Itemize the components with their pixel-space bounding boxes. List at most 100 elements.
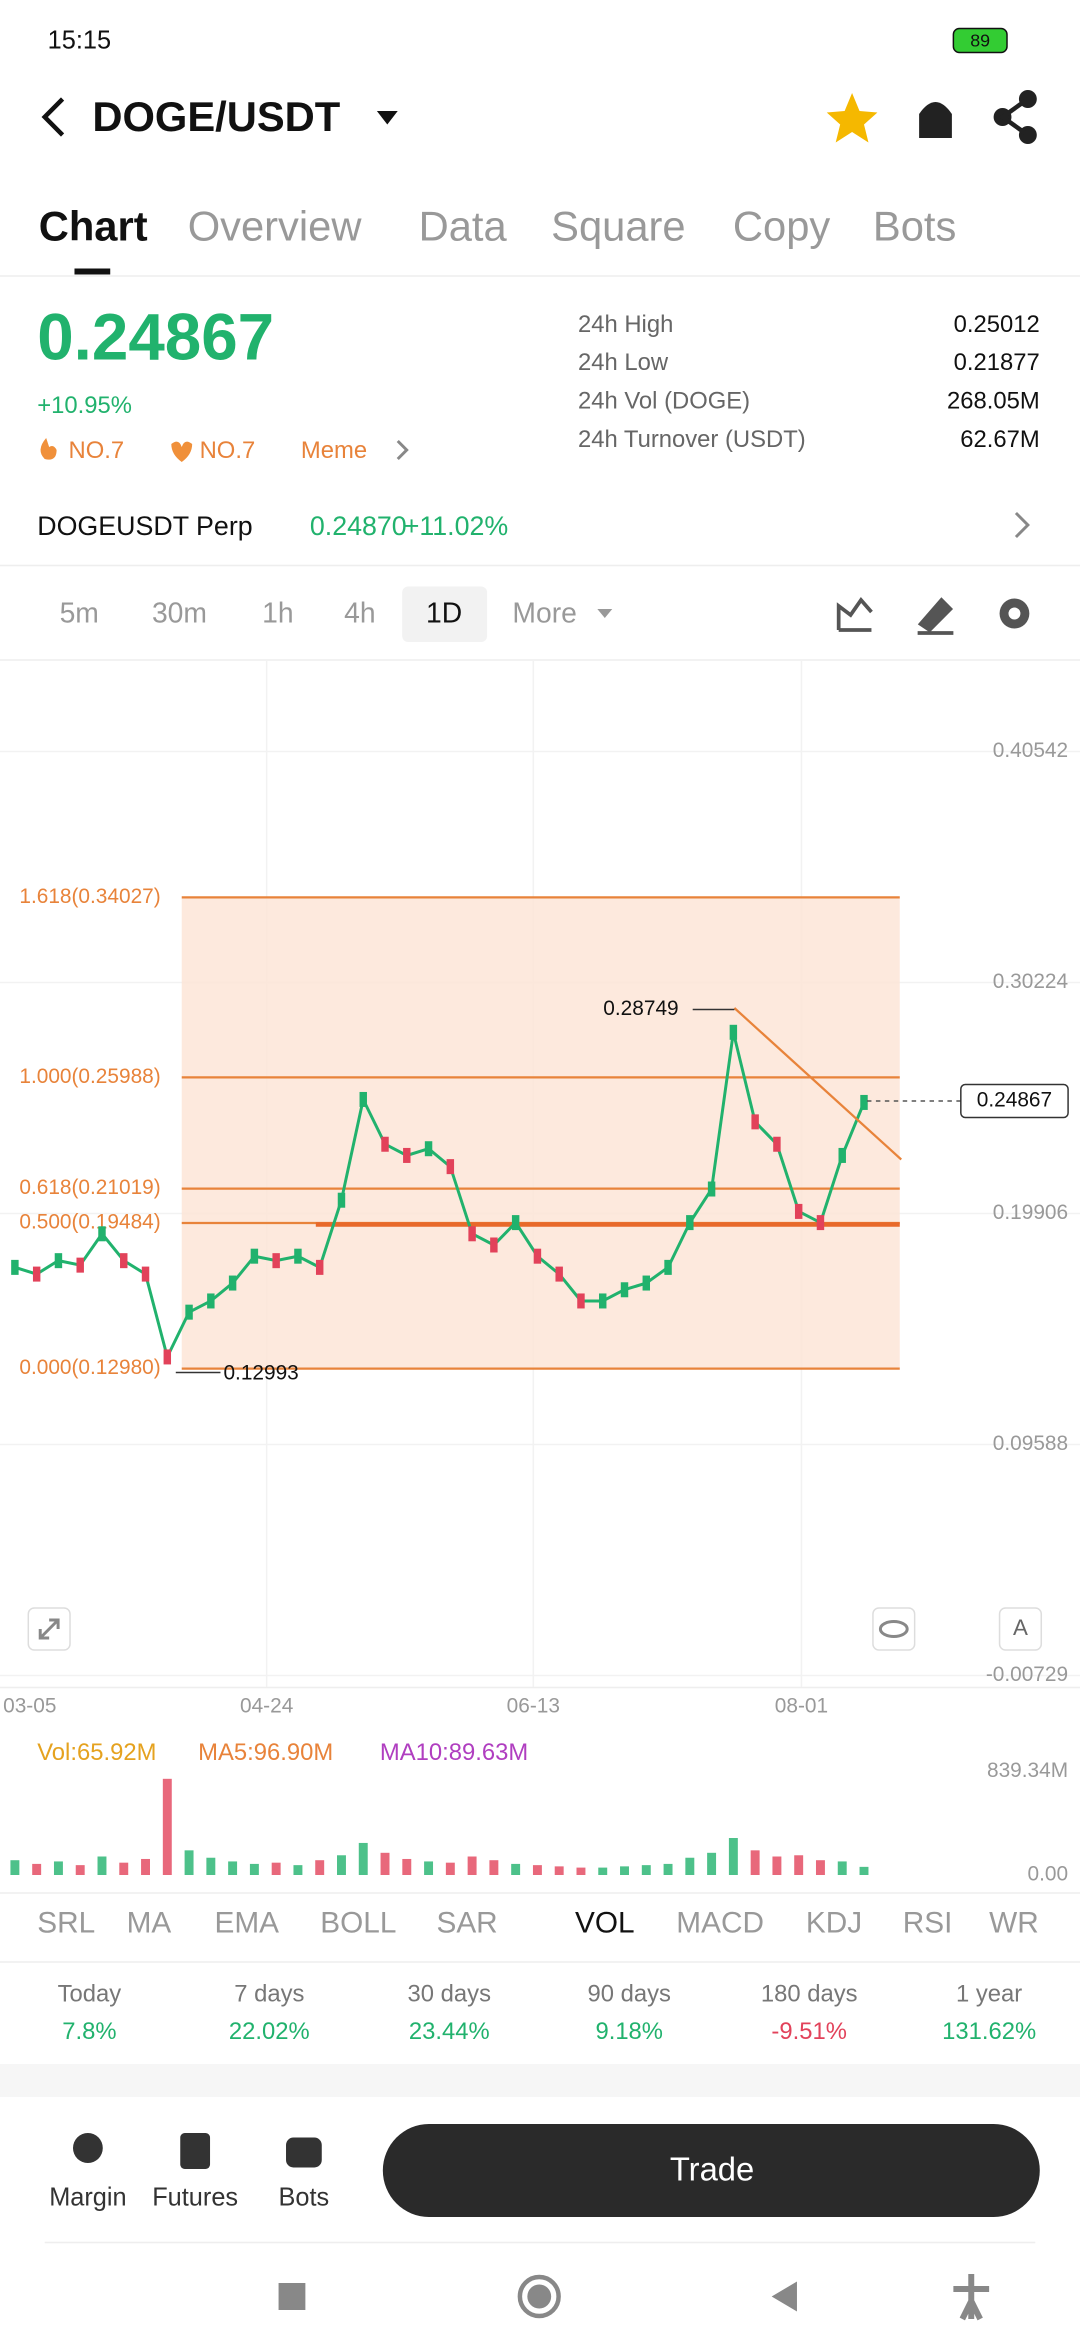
indicator-tab[interactable]: RSI [903,1906,953,1939]
y-tick-label: 839.34M [987,1759,1068,1782]
indicator-tab[interactable]: EMA [215,1906,280,1939]
price-line [14,1031,866,1362]
perf-label: 30 days [408,1980,491,2007]
perf-label: 7 days [234,1980,304,2007]
bottom-nav-label[interactable]: Bots [279,2184,330,2212]
price-point [468,1226,476,1242]
interval-selected [402,586,488,642]
price-point [424,1141,433,1157]
tab[interactable]: Chart [39,202,148,249]
price-point [446,1159,455,1175]
current-box [960,1083,1069,1119]
volume-bar [380,1852,390,1875]
indicator-icon[interactable] [836,596,873,632]
indicator-tab[interactable]: KDJ [806,1906,862,1939]
indicator-tab[interactable]: WR [989,1906,1039,1939]
expand-icon [38,1618,60,1640]
stat-value: 268.05M [947,388,1040,415]
pair-dropdown[interactable] [376,111,398,125]
draw-icon[interactable] [917,597,954,635]
tab[interactable]: Data [419,202,508,249]
tab[interactable]: Overview [188,202,363,249]
x-tick-label: 04-24 [240,1694,294,1717]
bottom-nav-label[interactable]: Margin [49,2184,126,2212]
back-button[interactable] [41,97,65,137]
tab[interactable]: Copy [733,202,830,249]
chevron[interactable] [1014,511,1030,539]
perp-name[interactable]: DOGEUSDT Perp [37,511,252,541]
auto-scale-label: A [1013,1615,1028,1640]
more-button[interactable]: More [512,597,576,629]
indicator-tab[interactable]: SRL [37,1906,95,1939]
bottom-nav-label[interactable]: Futures [152,2184,238,2212]
price-point [838,1147,846,1163]
nav-accessibility[interactable] [953,2274,990,2321]
auto-scale-button[interactable] [998,1607,1043,1651]
last-price: 0.24867 [37,299,274,373]
price-point [337,1192,346,1208]
hot-rank[interactable]: NO.7 [69,437,125,464]
interval[interactable]: 4h [344,597,375,629]
tab-bar: Chart Overview Data Square Copy Bots [39,202,957,249]
favorite-star[interactable] [826,93,878,143]
price-chart: 0.40542 0.30224 0.19906 0.09588 -0.00729 1.61… [0,660,1080,1718]
interval[interactable]: 1D [426,597,462,629]
price-point [816,1215,825,1231]
price-point [163,1349,172,1365]
nav-recents[interactable] [278,2283,306,2310]
nav-back[interactable] [771,2281,797,2312]
perf-label: Today [58,1980,122,2007]
perf-value: 23.44% [409,2018,490,2045]
price-point [577,1293,585,1309]
perf-label: 90 days [588,1980,671,2007]
tag[interactable]: Meme [301,437,367,464]
trade-button[interactable] [382,2124,1040,2217]
interval[interactable]: 1h [262,597,293,629]
nav-home[interactable] [517,2274,561,2319]
share-button[interactable] [993,90,1037,144]
volume-bar [728,1838,738,1875]
y-tick-label: 0.40542 [993,739,1068,762]
indicator-tab[interactable]: VOL [575,1906,635,1939]
indicator-tab[interactable]: SAR [436,1906,497,1939]
low-label: 0.12993 [223,1361,298,1384]
volume-bar [315,1860,325,1875]
price-point [642,1275,651,1291]
y-tick-label: 0.00 [1028,1862,1069,1885]
price-point [773,1136,781,1152]
settings-icon-hole [1008,607,1021,620]
bottom-nav: Margin Futures Bots [49,2184,329,2212]
indicator-tab[interactable]: MA [127,1906,172,1939]
expand-button[interactable] [27,1607,71,1651]
pair-title[interactable]: DOGE/USDT [92,93,340,140]
perp-change: +11.02% [404,511,509,541]
eye-button[interactable] [872,1607,916,1651]
perp-price: 0.24870 [310,511,407,541]
volume-bar [467,1856,477,1875]
fav-rank[interactable]: NO.7 [200,437,256,464]
interval[interactable]: 30m [152,597,207,629]
indicator-tab[interactable]: BOLL [320,1906,396,1939]
price-point [359,1091,367,1107]
volume-bar [97,1856,107,1875]
battery-icon [952,27,1008,54]
volume-bar [598,1867,608,1875]
price-point [141,1266,150,1282]
nav-home-dot [527,2284,552,2309]
tab[interactable]: Bots [873,202,956,249]
price-point [272,1253,280,1269]
stat-label: 24h Vol (DOGE) [578,388,750,415]
tab[interactable]: Square [551,202,685,249]
volume-bar [184,1850,194,1875]
alert-bell[interactable] [919,102,952,138]
volume-bar [554,1866,564,1875]
volume-bar [32,1863,42,1875]
indicator-tab[interactable]: MACD [676,1906,764,1939]
stat-label: 24h High [578,311,673,338]
volume-bar [358,1842,368,1875]
volume-bar [293,1865,303,1875]
interval[interactable]: 5m [60,597,99,629]
volume-bar [641,1865,651,1875]
trend-line [733,1007,902,1161]
